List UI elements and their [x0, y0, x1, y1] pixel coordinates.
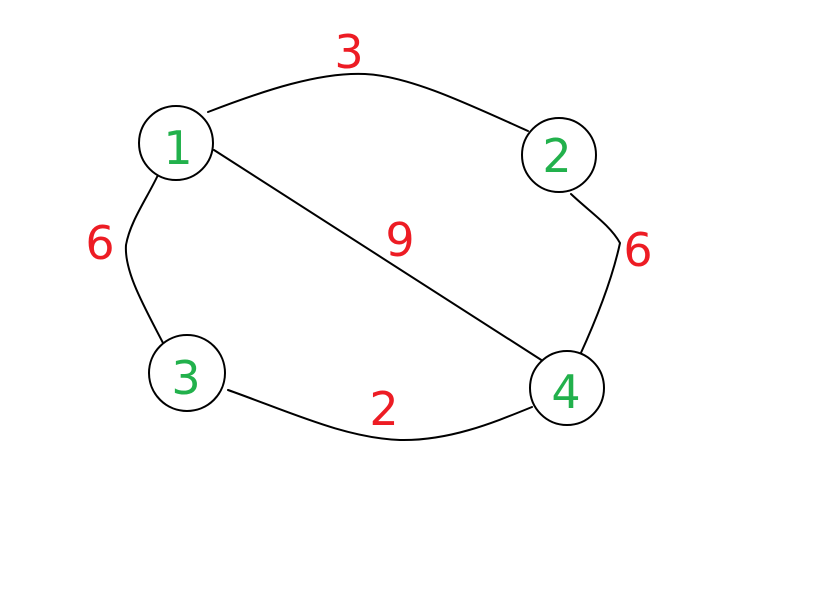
- node-1-label: 1: [163, 121, 192, 175]
- node-3: 3: [148, 334, 226, 412]
- edge-1-2-weight: 3: [334, 25, 363, 79]
- node-4-circle: [529, 350, 605, 426]
- edge-1-3: [124, 174, 164, 344]
- edge-2-4-weight: 6: [623, 223, 652, 277]
- edge-3-4-weight: 2: [369, 382, 398, 436]
- edge-1-2: [207, 72, 529, 132]
- node-3-label: 3: [171, 351, 200, 405]
- node-2: 2: [521, 117, 597, 193]
- edge-3-4: [227, 389, 533, 442]
- node-3-circle: [148, 334, 226, 412]
- node-1: 1: [138, 105, 214, 181]
- edge-1-3-weight: 6: [85, 216, 114, 270]
- node-2-label: 2: [542, 129, 571, 183]
- edge-1-4: [213, 149, 547, 364]
- node-4-label: 4: [551, 365, 580, 419]
- node-4: 4: [529, 350, 605, 426]
- edge-2-4: [570, 193, 621, 356]
- node-2-circle: [521, 117, 597, 193]
- edge-1-4-weight: 9: [385, 213, 414, 267]
- node-1-circle: [138, 105, 214, 181]
